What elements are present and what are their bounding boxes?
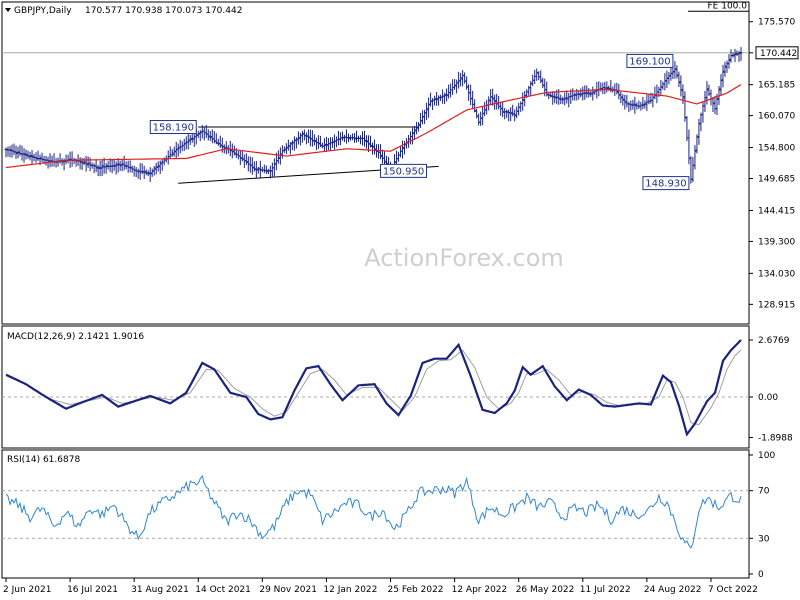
price-annotation-box <box>642 176 690 191</box>
time-axis-label: 14 Oct 2021 <box>195 585 251 595</box>
time-axis-label: 31 Aug 2021 <box>131 585 189 595</box>
rsi-panel-title: RSI(14) 61.6878 <box>7 455 80 465</box>
time-axis: 2 Jun 2021 16 Jul 2021 31 Aug 2021 14 Oct 2… <box>3 578 758 595</box>
price-axis: 175.570 165.185 160.070 154.800 149.685 144.4… <box>749 18 799 310</box>
last-price-label: 170.442 <box>760 49 797 59</box>
indicator-axis-label: 0 <box>758 570 764 580</box>
time-axis-label: 7 Oct 2022 <box>708 585 758 595</box>
macd-panel-title: MACD(12,26,9) 2.1421 1.9016 <box>7 332 144 342</box>
price-panel-frame <box>1 1 750 325</box>
time-axis-label: 16 Jul 2021 <box>67 585 118 595</box>
price-annotation-label: 158.190 <box>153 123 194 134</box>
indicator-series-line <box>5 339 742 437</box>
price-axis-label: 165.185 <box>758 81 795 91</box>
price-annotation-box <box>149 120 197 135</box>
price-bars <box>4 47 743 184</box>
rsi-lines <box>5 474 742 549</box>
indicator-series-line <box>5 349 742 426</box>
price-axis-label: 160.070 <box>758 112 795 122</box>
indicator-series-line <box>5 474 742 549</box>
price-axis-label: 144.415 <box>758 206 795 216</box>
price-annotations: 158.190 150.950 169.100 148.930 FE 100.0 <box>149 1 749 191</box>
price-axis-label: 134.030 <box>758 269 795 279</box>
price-annotation-label: 150.950 <box>383 166 424 177</box>
indicator-axis-label: 100 <box>758 451 775 461</box>
price-panel-title: GBPJPY,Daily <box>14 6 72 16</box>
price-axis-label: 175.570 <box>758 18 795 28</box>
indicator-axis-label: -1.8988 <box>758 433 793 443</box>
price-annotation-label: 148.930 <box>645 179 686 190</box>
indicator-axis-label: 30 <box>758 534 770 544</box>
fibo-extension-label: FE 100.0 <box>708 1 748 11</box>
time-axis-label: 2 Jun 2021 <box>3 585 51 595</box>
price-axis-label: 139.300 <box>758 237 795 247</box>
indicator-axis-label: 0.00 <box>758 393 778 403</box>
last-price-box <box>755 46 799 60</box>
indicator-axis-label: 70 <box>758 487 770 497</box>
ohlc-header: 170.577 170.938 170.073 170.442 <box>85 6 242 16</box>
price-axis-label: 149.685 <box>758 175 795 185</box>
collapse-arrow-icon[interactable] <box>5 8 11 12</box>
macd-panel: 2.6769 0.00 -1.8988 MACD(12,26,9) 2.1421 1… <box>1 325 793 449</box>
time-axis-label: 24 Aug 2022 <box>644 585 702 595</box>
macd-axis: 2.6769 0.00 -1.8988 <box>2 336 793 443</box>
time-axis-label: 11 Jul 2022 <box>580 585 631 595</box>
price-annotation-box <box>626 53 674 68</box>
moving-average-line <box>5 84 742 169</box>
macd-panel-frame <box>1 325 750 449</box>
price-annotation-label: 169.100 <box>629 56 670 67</box>
watermark: ActionForex.com <box>364 244 564 272</box>
rsi-panel-frame <box>1 449 750 579</box>
indicator-axis-label: 2.6769 <box>758 336 790 346</box>
rsi-panel: 100 70 30 0 RSI(14) 61.6878 <box>1 449 775 580</box>
time-axis-label: 26 May 2022 <box>516 585 575 595</box>
price-axis-label: 128.915 <box>758 300 795 310</box>
price-axis-label: 154.800 <box>758 144 795 154</box>
rsi-axis: 100 70 30 0 <box>2 451 775 580</box>
time-axis-label: 12 Jan 2022 <box>323 585 377 595</box>
price-annotation-box <box>380 163 428 178</box>
time-axis-label: 25 Feb 2022 <box>388 585 444 595</box>
macd-lines <box>5 339 742 437</box>
time-axis-label: 29 Nov 2021 <box>259 585 317 595</box>
time-axis-label: 12 Apr 2022 <box>452 585 508 595</box>
price-panel: ActionForex.com 175.570 165.185 160.070 154… <box>1 1 799 325</box>
